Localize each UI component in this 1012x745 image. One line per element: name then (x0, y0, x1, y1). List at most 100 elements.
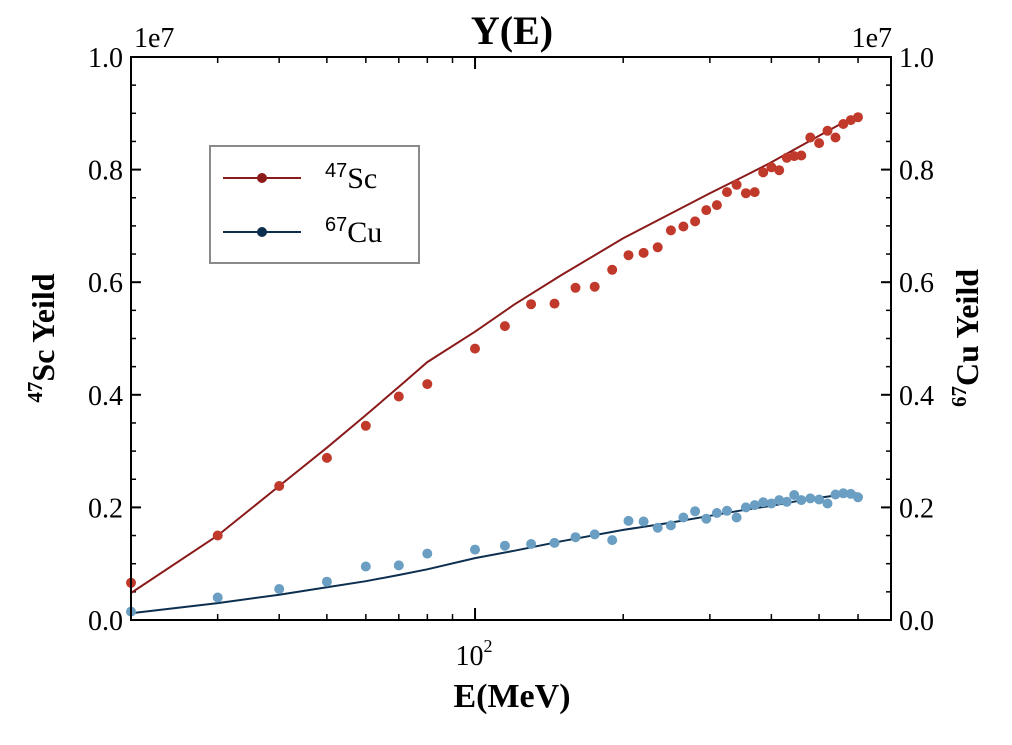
data-point-series-1 (814, 494, 825, 505)
data-point-series-0 (470, 343, 480, 354)
data-point-series-0 (701, 205, 712, 216)
data-point-series-0 (665, 225, 676, 236)
data-point-series-1 (838, 488, 849, 499)
left-y-axis-label: 47Sc Yeild (23, 273, 61, 402)
data-point-series-1 (652, 522, 663, 533)
data-point-series-1 (678, 512, 689, 523)
data-point-series-1 (393, 560, 404, 571)
data-point-series-1 (830, 489, 841, 500)
data-point-series-0 (422, 379, 433, 390)
data-point-series-1 (781, 496, 792, 507)
data-point-series-1 (701, 513, 712, 524)
data-point-series-0 (731, 179, 742, 190)
legend-swatch-cu (223, 217, 301, 247)
data-point-series-0 (360, 420, 371, 431)
data-points (126, 112, 863, 617)
chart-title: Y(E) (471, 8, 553, 53)
data-point-series-1 (822, 498, 833, 509)
data-point-series-1 (789, 490, 800, 500)
right-y-tick-label: 1.0 (899, 43, 934, 74)
data-point-series-1 (570, 532, 581, 543)
right-y-axis: 0.0 0.2 0.4 0.6 0.8 1.0 (881, 43, 934, 637)
right-y-tick-label: 0.6 (899, 268, 934, 299)
data-point-series-0 (212, 530, 223, 541)
fit-line-series-0 (130, 115, 859, 594)
data-point-series-1 (526, 539, 537, 549)
legend: 47Sc 67Cu (209, 145, 420, 264)
data-point-series-0 (499, 321, 510, 332)
data-point-series-0 (607, 264, 618, 275)
data-point-series-1 (853, 492, 863, 503)
data-point-series-0 (393, 391, 404, 402)
data-point-series-1 (711, 508, 722, 518)
right-y-tick-label: 0.2 (899, 493, 934, 524)
data-point-series-1 (212, 592, 223, 603)
data-point-series-0 (274, 481, 285, 491)
data-point-series-0 (796, 150, 807, 161)
left-y-tick-label: 1.0 (88, 43, 123, 74)
data-point-series-1 (758, 497, 769, 508)
plot-frame (130, 56, 892, 621)
left-y-tick-label: 0.4 (88, 381, 123, 412)
data-point-series-0 (690, 216, 701, 227)
data-point-series-1 (499, 540, 510, 551)
data-point-series-1 (549, 537, 560, 548)
x-tick-label-100: 102 (456, 636, 493, 672)
data-point-series-0 (638, 247, 649, 258)
data-point-series-0 (711, 200, 722, 211)
data-point-series-1 (623, 515, 634, 526)
data-point-series-1 (749, 500, 760, 511)
data-point-series-1 (731, 512, 742, 523)
data-point-series-1 (589, 529, 600, 540)
legend-swatch-sc (223, 163, 301, 193)
x-axis (130, 57, 892, 620)
data-point-series-1 (766, 498, 777, 509)
legend-item-cu: 67Cu (223, 214, 383, 249)
left-offset-text: 1e7 (134, 23, 174, 54)
left-y-axis: 0.0 0.2 0.4 0.6 0.8 1.0 (88, 43, 141, 637)
data-point-series-1 (321, 576, 332, 587)
data-point-series-0 (722, 187, 732, 198)
data-point-series-1 (796, 495, 807, 506)
data-point-series-1 (665, 520, 676, 531)
x-axis-label: E(MeV) (453, 678, 570, 715)
right-offset-text: 1e7 (852, 23, 892, 54)
data-point-series-0 (805, 132, 816, 143)
legend-item-sc: 47Sc (223, 160, 378, 195)
legend-label-sc: 47Sc (325, 160, 378, 195)
data-point-series-0 (589, 281, 600, 292)
data-point-series-0 (838, 119, 849, 129)
data-point-series-0 (830, 132, 841, 143)
data-point-series-0 (749, 187, 760, 198)
right-y-tick-label: 0.4 (899, 381, 934, 412)
data-point-series-0 (814, 138, 825, 149)
data-point-series-1 (470, 544, 480, 555)
right-y-tick-label: 0.0 (899, 606, 934, 637)
data-point-series-0 (570, 282, 581, 293)
data-point-series-1 (422, 548, 433, 559)
left-y-tick-label: 0.8 (88, 156, 123, 187)
data-point-series-0 (549, 298, 560, 309)
data-point-series-0 (652, 242, 663, 253)
data-point-series-0 (774, 165, 785, 176)
data-point-series-0 (740, 188, 751, 199)
left-y-tick-label: 0.6 (88, 268, 123, 299)
data-point-series-1 (722, 505, 732, 516)
data-point-series-0 (526, 299, 537, 310)
data-point-series-1 (774, 495, 785, 506)
data-point-series-1 (805, 493, 816, 504)
left-y-tick-label: 0.2 (88, 493, 123, 524)
left-y-tick-label: 0.0 (88, 606, 123, 637)
legend-label-cu: 67Cu (325, 214, 383, 249)
data-point-series-1 (638, 516, 649, 527)
data-point-series-1 (690, 506, 701, 517)
data-point-series-0 (321, 452, 332, 463)
data-point-series-1 (274, 584, 285, 594)
data-point-series-0 (623, 250, 634, 261)
data-point-series-0 (853, 112, 863, 123)
data-point-series-0 (758, 167, 769, 178)
data-point-series-1 (607, 535, 618, 546)
data-point-series-0 (822, 125, 833, 136)
data-point-series-1 (740, 502, 751, 513)
